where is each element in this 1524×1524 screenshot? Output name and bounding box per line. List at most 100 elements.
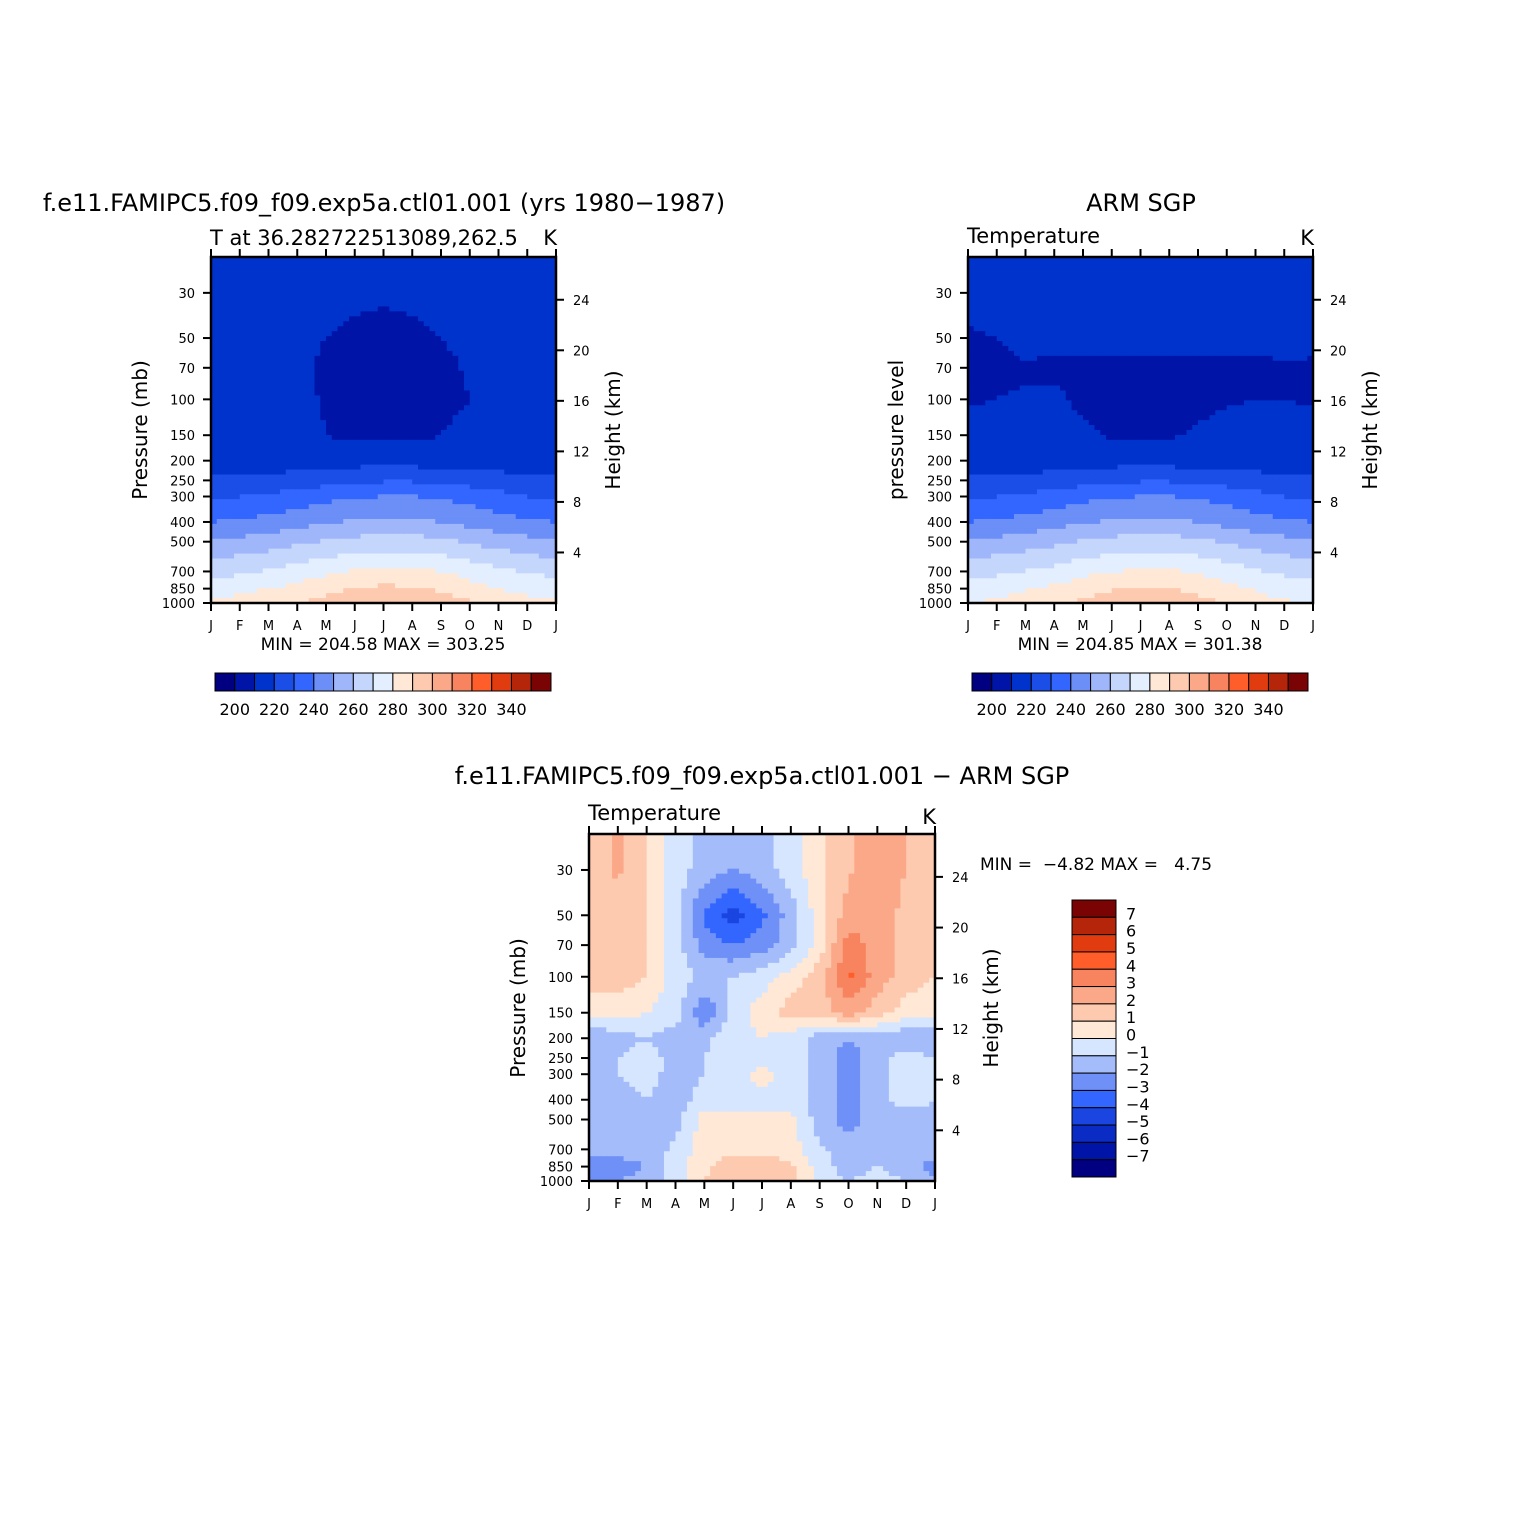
model-field-cell	[406, 504, 413, 510]
model-field-cell	[527, 385, 534, 392]
model-field-cell	[314, 444, 321, 451]
model-field-cell	[314, 261, 321, 268]
model-field-cell	[412, 469, 419, 476]
model-field-cell	[389, 484, 396, 490]
model-field-cell	[274, 504, 281, 510]
model-field-cell	[498, 420, 505, 426]
model-field-cell	[251, 316, 258, 322]
model-field-cell	[280, 484, 287, 490]
model-field-cell	[406, 474, 413, 481]
model-field-cell	[487, 430, 494, 436]
model-field-cell	[418, 439, 425, 446]
model-field-cell	[533, 588, 540, 594]
model-field-cell	[395, 415, 402, 421]
model-field-cell	[216, 518, 224, 525]
model-field-cell	[504, 583, 511, 589]
model-field-cell	[303, 563, 310, 569]
obs-field-cell	[1169, 286, 1176, 293]
model-field-cell	[469, 336, 477, 342]
obs-field-cell	[1111, 301, 1119, 308]
obs-field-cell	[1232, 281, 1239, 288]
model-field-cell	[538, 514, 546, 520]
model-field-cell	[320, 405, 327, 411]
model-field-cell	[538, 439, 546, 446]
model-field-cell	[492, 326, 500, 332]
model-field-cell	[475, 331, 482, 337]
model-field-cell	[538, 444, 546, 451]
model-field-cell	[515, 336, 523, 342]
model-field-cell	[527, 568, 534, 574]
model-field-cell	[297, 533, 304, 540]
model-field-cell	[418, 385, 425, 392]
model-field-cell	[211, 533, 218, 540]
model-field-cell	[492, 459, 500, 466]
model-field-cell	[262, 326, 270, 332]
obs-field-cell	[973, 276, 981, 283]
model-field-cell	[222, 360, 229, 367]
model-field-cell	[498, 336, 505, 342]
model-field-cell	[280, 266, 287, 273]
model-field-cell	[228, 365, 235, 372]
model-field-cell	[366, 331, 373, 337]
model-field-cell	[452, 355, 459, 362]
model-field-cell	[498, 583, 505, 589]
model-field-cell	[446, 430, 454, 436]
model-field-cell	[251, 400, 258, 406]
obs-field-cell	[1198, 266, 1205, 273]
obs-field-cell	[1232, 306, 1239, 312]
model-field-cell	[550, 523, 556, 530]
model-field-cell	[274, 400, 281, 406]
model-field-cell	[533, 494, 540, 500]
model-field-cell	[458, 400, 465, 406]
model-field-cell	[331, 276, 339, 283]
obs-field-cell	[1088, 276, 1096, 283]
model-field-cell	[216, 509, 224, 515]
model-field-cell	[274, 321, 281, 327]
model-field-cell	[377, 301, 385, 308]
model-field-cell	[308, 563, 316, 569]
model-field-cell	[487, 336, 494, 342]
obs-field-cell	[1249, 281, 1257, 288]
model-field-cell	[228, 345, 235, 352]
model-field-cell	[441, 518, 448, 525]
model-field-cell	[452, 425, 459, 431]
model-field-cell	[383, 425, 390, 431]
model-field-cell	[510, 400, 517, 406]
model-field-cell	[372, 281, 379, 288]
model-field-cell	[308, 444, 316, 451]
model-field-cell	[412, 430, 419, 436]
model-field-cell	[326, 444, 333, 451]
model-field-cell	[504, 405, 511, 411]
obs-field-cell	[1123, 261, 1130, 268]
model-field-cell	[216, 316, 224, 322]
obs-field-cell	[1060, 276, 1067, 283]
model-field-cell	[234, 321, 241, 327]
model-field-cell	[538, 276, 546, 283]
model-field-cell	[245, 504, 252, 510]
model-field-cell	[326, 593, 333, 599]
model-field-cell	[354, 350, 362, 357]
model-field-cell	[239, 479, 247, 485]
model-field-cell	[337, 434, 344, 441]
model-field-cell	[418, 523, 425, 530]
model-field-cell	[239, 489, 247, 495]
model-field-cell	[441, 296, 448, 303]
obs-field-cell	[1192, 306, 1199, 312]
obs-field-cell	[1272, 281, 1280, 288]
model-field-cell	[544, 350, 551, 357]
model-field-cell	[337, 311, 344, 317]
model-field-cell	[262, 311, 270, 317]
model-field-cell	[521, 459, 528, 466]
model-field-cell	[510, 593, 517, 599]
model-field-cell	[429, 400, 436, 406]
model-field-cell	[492, 415, 500, 421]
model-field-cell	[504, 563, 511, 569]
model-field-cell	[389, 548, 396, 555]
model-field-cell	[216, 538, 224, 545]
model-field-cell	[515, 489, 523, 495]
model-field-cell	[452, 326, 459, 332]
obs-field-cell	[1106, 296, 1113, 303]
model-field-cell	[320, 543, 327, 550]
model-field-cell	[239, 509, 247, 515]
obs-field-cell	[1048, 286, 1055, 293]
